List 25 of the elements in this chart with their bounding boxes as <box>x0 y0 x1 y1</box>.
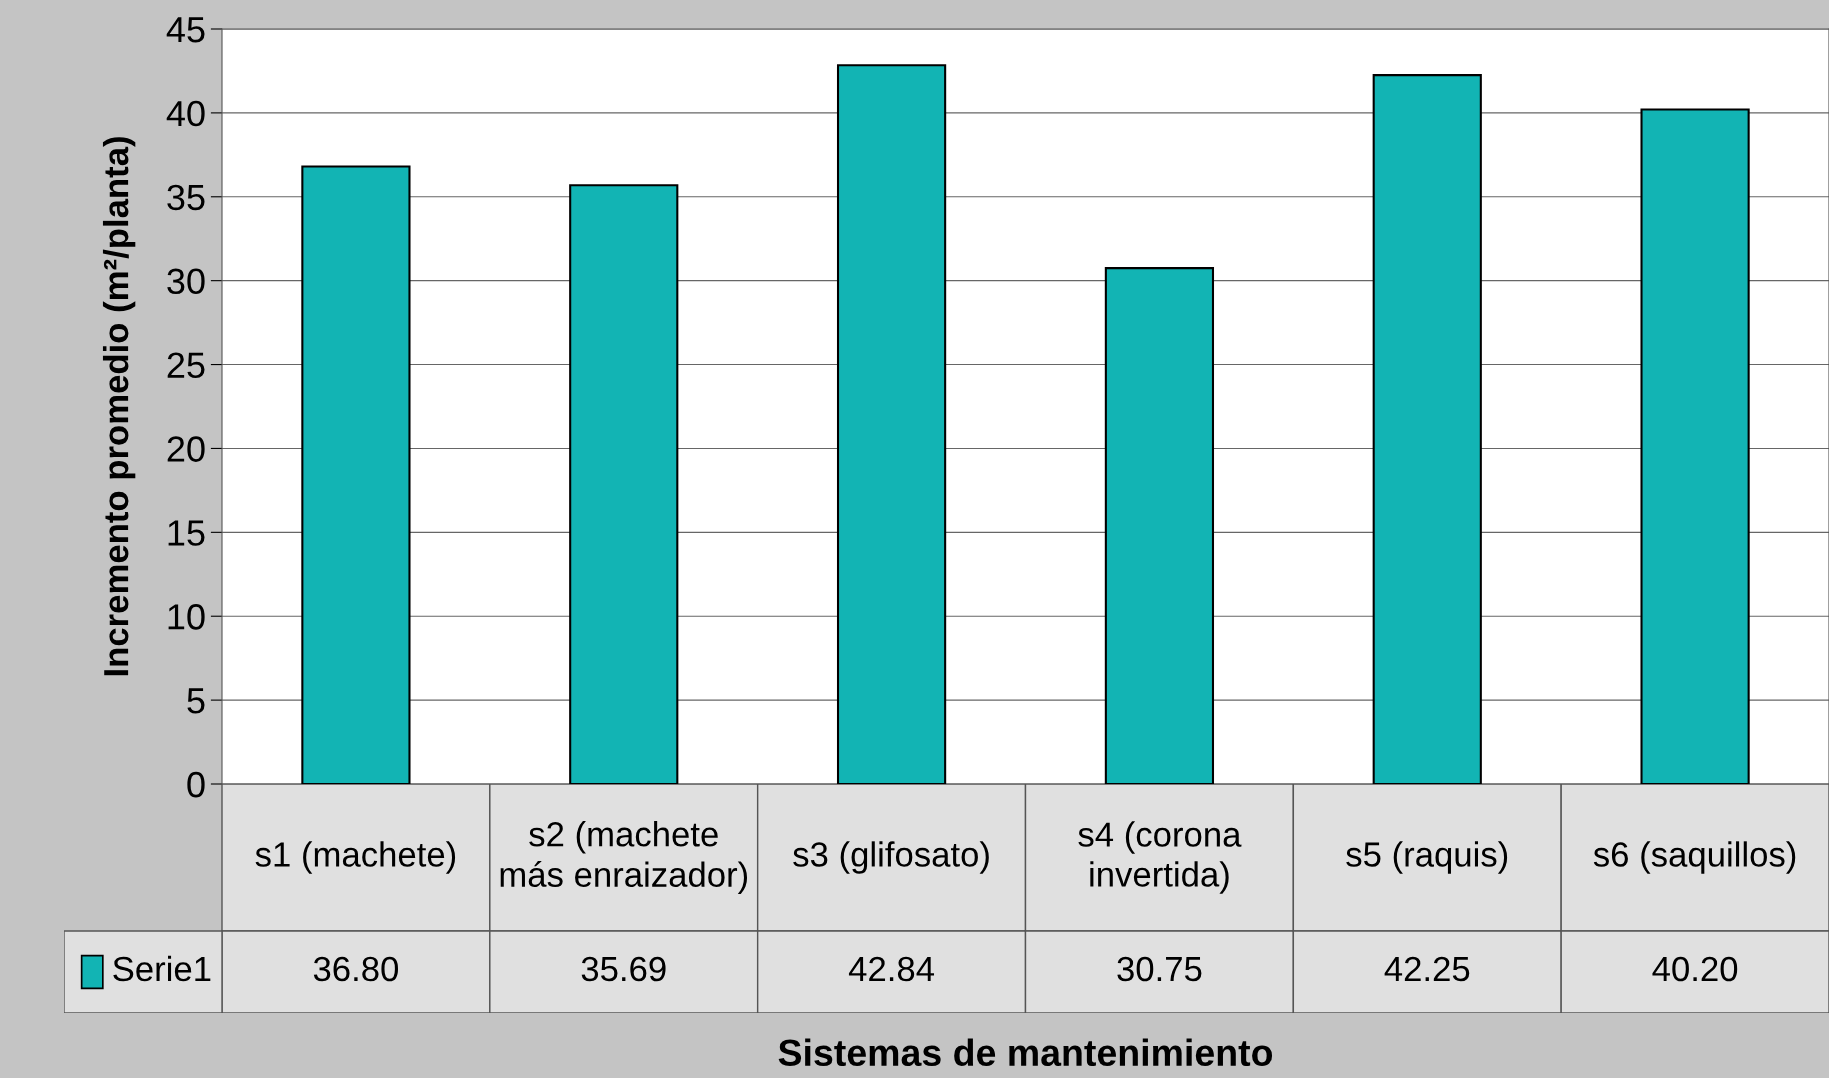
x-tick-label: s6 (saquillos) <box>1593 841 1796 874</box>
y-tick-label: 10 <box>168 604 205 630</box>
y-tick-label: 35 <box>167 184 205 211</box>
y-tick-label: 25 <box>167 352 205 378</box>
data-label: 42.84 <box>848 956 935 982</box>
y-tick-label: 30 <box>167 268 205 295</box>
x-axis-title: Sistemas de mantenimiento <box>778 1038 1273 1067</box>
x-tick-label: s2 (machete más enraizador) <box>500 821 748 894</box>
x-tick-label: s4 (corona invertida) <box>1078 821 1242 894</box>
y-tick-label: 5 <box>187 688 205 714</box>
y-axis-title: Incremento promedio (m²/planta) <box>102 137 136 676</box>
x-tick-label: s3 (glifosato) <box>793 841 989 874</box>
data-label: 30.75 <box>1117 956 1202 982</box>
data-label: 35.69 <box>581 956 666 982</box>
x-tick-label: s5 (raquis) <box>1346 841 1508 874</box>
data-label: 40.20 <box>1652 956 1738 982</box>
y-tick-label: 0 <box>187 771 205 798</box>
y-tick-label: 20 <box>167 436 205 462</box>
data-label: 42.25 <box>1384 956 1470 982</box>
x-tick-label: s1 (machete) <box>255 841 456 874</box>
legend-label: Serie1 <box>113 955 211 982</box>
y-tick-label: 45 <box>166 17 205 43</box>
y-tick-label: 40 <box>166 100 205 127</box>
data-label: 36.80 <box>313 956 399 982</box>
y-tick-label: 15 <box>168 520 205 546</box>
